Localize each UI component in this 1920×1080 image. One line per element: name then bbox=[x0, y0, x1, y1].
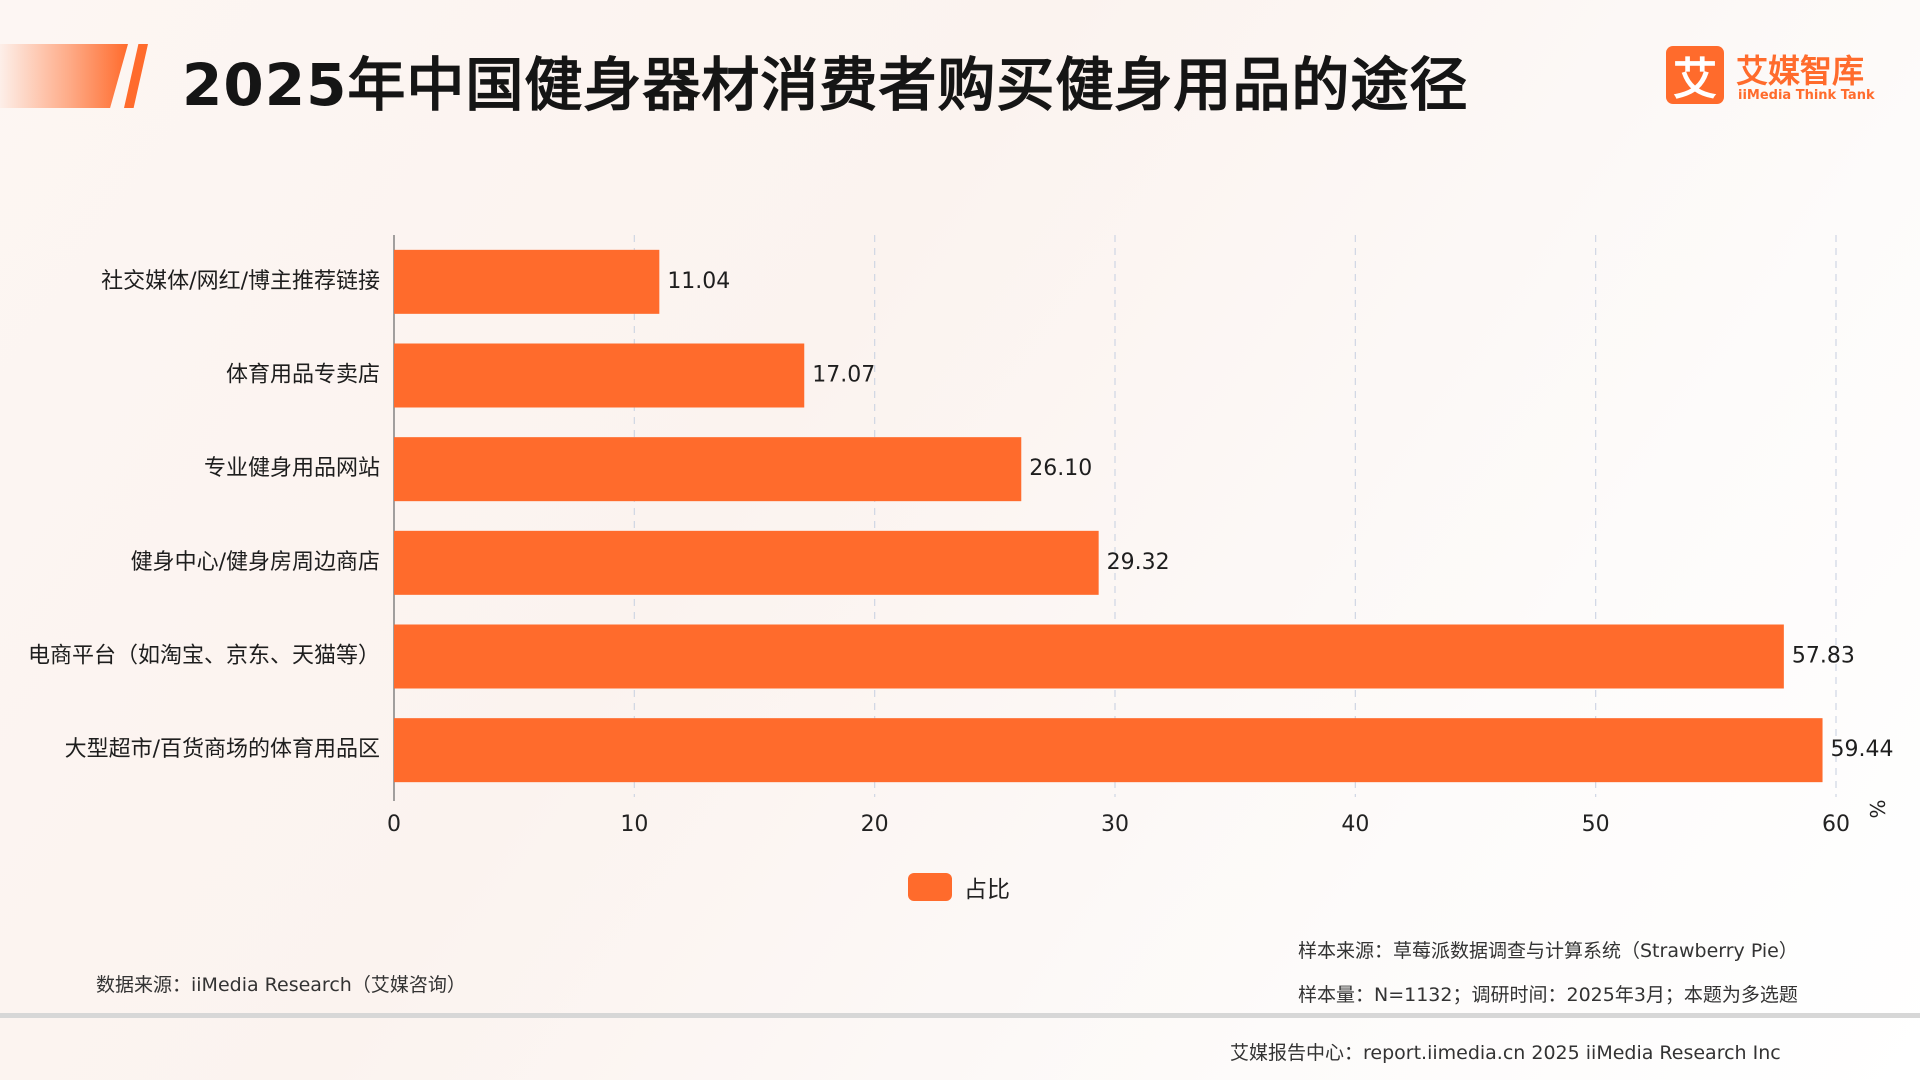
data-label: 11.04 bbox=[667, 269, 730, 294]
bar bbox=[394, 530, 1099, 595]
category-label: 专业健身用品网站 bbox=[204, 456, 380, 481]
logo-text-cn: 艾媒智库 bbox=[1736, 52, 1865, 90]
footer-text: 艾媒报告中心：report.iimedia.cn 2025 iiMedia Re… bbox=[1230, 1042, 1781, 1064]
data-label: 59.44 bbox=[1831, 737, 1894, 762]
x-tick-label: 20 bbox=[861, 812, 889, 837]
title-accent-bar bbox=[0, 44, 128, 108]
bar bbox=[394, 718, 1823, 783]
x-tick-label: 50 bbox=[1582, 812, 1610, 837]
logo-mark-icon: 艾 bbox=[1666, 46, 1724, 105]
x-tick-label: 60 bbox=[1822, 812, 1850, 837]
data-source-note: 数据来源：iiMedia Research（艾媒咨询） bbox=[96, 974, 466, 996]
page-title: 2025年中国健身器材消费者购买健身用品的途径 bbox=[182, 51, 1469, 119]
x-tick-label: 30 bbox=[1101, 812, 1129, 837]
brand-logo: 艾 艾媒智库 iiMedia Think Tank bbox=[1666, 46, 1875, 108]
x-tick-label: 40 bbox=[1341, 812, 1369, 837]
category-label: 健身中心/健身房周边商店 bbox=[131, 550, 380, 575]
data-label: 26.10 bbox=[1029, 456, 1092, 481]
logo-text-en: iiMedia Think Tank bbox=[1738, 88, 1875, 103]
bar bbox=[394, 249, 660, 314]
data-label: 29.32 bbox=[1107, 550, 1170, 575]
category-label: 体育用品专卖店 bbox=[226, 363, 380, 388]
data-label: 17.07 bbox=[812, 363, 875, 388]
legend-label: 占比 bbox=[964, 877, 1010, 903]
data-label: 57.83 bbox=[1792, 644, 1855, 669]
x-tick-label: 10 bbox=[620, 812, 648, 837]
sample-info-note: 样本量：N=1132；调研时间：2025年3月；本题为多选题 bbox=[1298, 984, 1798, 1006]
axis-unit-label: % bbox=[1865, 799, 1889, 818]
category-label: 电商平台（如淘宝、京东、天猫等） bbox=[28, 644, 380, 669]
bar bbox=[394, 624, 1784, 689]
bar-chart: 社交媒体/网红/博主推荐链接 11.04 体育用品专卖店 17.07 专业健身用品网站 2… bbox=[28, 235, 1894, 837]
sample-source-note: 样本来源：草莓派数据调查与计算系统（Strawberry Pie） bbox=[1298, 940, 1798, 962]
chart-legend: 占比 bbox=[908, 872, 1010, 903]
footer-divider bbox=[0, 1013, 1920, 1018]
legend-swatch bbox=[908, 873, 952, 901]
category-label: 社交媒体/网红/博主推荐链接 bbox=[101, 269, 380, 294]
x-tick-label: 0 bbox=[387, 812, 401, 837]
bar bbox=[394, 343, 805, 408]
bar bbox=[394, 437, 1022, 502]
category-label: 大型超市/百货商场的体育用品区 bbox=[65, 737, 380, 762]
